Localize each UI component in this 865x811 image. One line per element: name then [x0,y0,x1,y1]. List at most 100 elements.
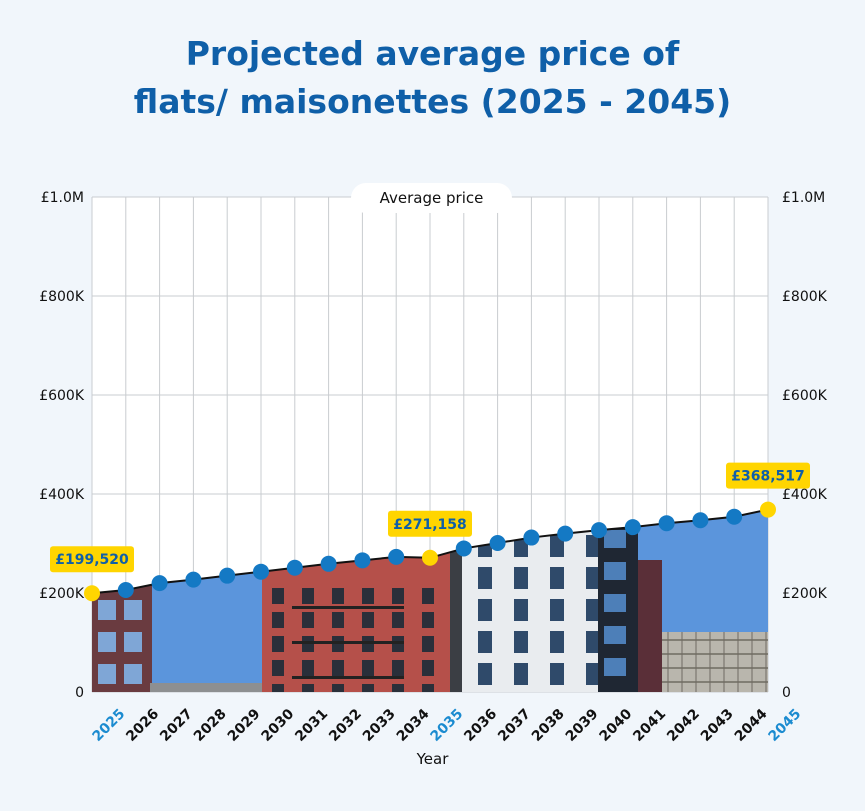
window [362,612,374,628]
y-tick-label-left: £200K [39,586,85,602]
data-point [320,555,337,572]
window [272,636,284,652]
y-tick-label-left: £600K [39,388,85,404]
y-tick-label-right: 0 [782,685,791,701]
chart-title: Projected average price of flats/ maison… [0,30,865,126]
window [392,684,404,692]
window [478,567,492,589]
data-point [219,567,236,584]
y-tick-label-right: £400K [782,487,828,503]
window [586,535,600,557]
balcony-rail [292,676,404,679]
window [550,535,564,557]
x-tick-label: 2030 [259,706,298,745]
value-label-bg [388,510,472,537]
window [604,658,626,676]
highlight-point [422,549,438,566]
window [478,599,492,621]
window [362,588,374,604]
legend-average-price: Average price [351,183,512,213]
window [272,660,284,676]
x-axis: 2025202620272028202920302031203220332034… [90,706,805,745]
y-tick-label-right: £1.0M [782,190,825,206]
y-axis: 0 0 £200K £200K £400K £400K £600K £600K £800K £80… [39,190,827,701]
window [98,632,116,652]
data-point [388,548,405,565]
x-tick-label: 2045 [766,706,805,745]
window [332,684,344,692]
balcony-rail [292,606,404,609]
y-tick-label-right: £800K [782,289,828,305]
y-tick-label-right: £600K [782,388,828,404]
window [392,588,404,604]
data-point [692,512,709,529]
window [272,684,284,692]
window [422,636,434,652]
data-point [489,535,506,552]
window [586,663,600,685]
data-point [726,508,743,525]
y-tick-label-right: £200K [782,586,828,602]
window [422,588,434,604]
building-gap [450,520,462,692]
window [332,660,344,676]
chart-title-line2: flats/ maisonettes (2025 - 2045) [133,82,732,121]
window [604,530,626,548]
x-tick-label: 2026 [123,706,162,745]
window [586,631,600,653]
x-tick-label: 2042 [664,706,703,745]
window [302,660,314,676]
data-point [354,552,371,569]
x-tick-label: 2035 [428,706,467,745]
value-label: £271,158 [393,517,467,533]
highlight-point [760,501,776,518]
data-point [185,571,202,588]
x-tick-label: 2039 [563,706,602,745]
window [514,567,528,589]
window [550,567,564,589]
window [422,612,434,628]
x-tick-label: 2033 [360,706,399,745]
window [604,594,626,612]
window [332,588,344,604]
window [392,612,404,628]
window [422,660,434,676]
window [550,599,564,621]
y-tick-label-left: £1.0M [41,190,84,206]
series-layer [84,501,776,602]
x-tick-label: 2025 [90,706,129,745]
window [550,631,564,653]
window [272,612,284,628]
annotation-layer: £199,520 £271,158 £368,517 [50,462,810,573]
data-point [624,519,641,536]
y-tick-label-left: £400K [39,487,85,503]
data-point [557,525,574,542]
window [514,599,528,621]
value-label-bg [50,546,134,573]
x-tick-label: 2044 [732,706,771,745]
window [514,663,528,685]
x-axis-title: Year [416,750,449,768]
data-point [455,540,472,557]
x-tick-label: 2037 [495,706,534,745]
y-tick-label-left: 0 [75,685,84,701]
window [604,626,626,644]
window [514,631,528,653]
window [550,663,564,685]
value-label-bg [726,462,810,489]
window [478,631,492,653]
window [124,632,142,652]
x-tick-label: 2032 [326,706,365,745]
window [272,588,284,604]
low-roof [150,683,262,692]
y-tick-label-left: £800K [39,289,85,305]
window [98,664,116,684]
window [302,588,314,604]
window [98,600,116,620]
x-tick-label: 2043 [698,706,737,745]
data-point [253,563,269,580]
window [302,684,314,692]
data-point [658,515,675,532]
x-tick-label: 2041 [630,706,669,745]
